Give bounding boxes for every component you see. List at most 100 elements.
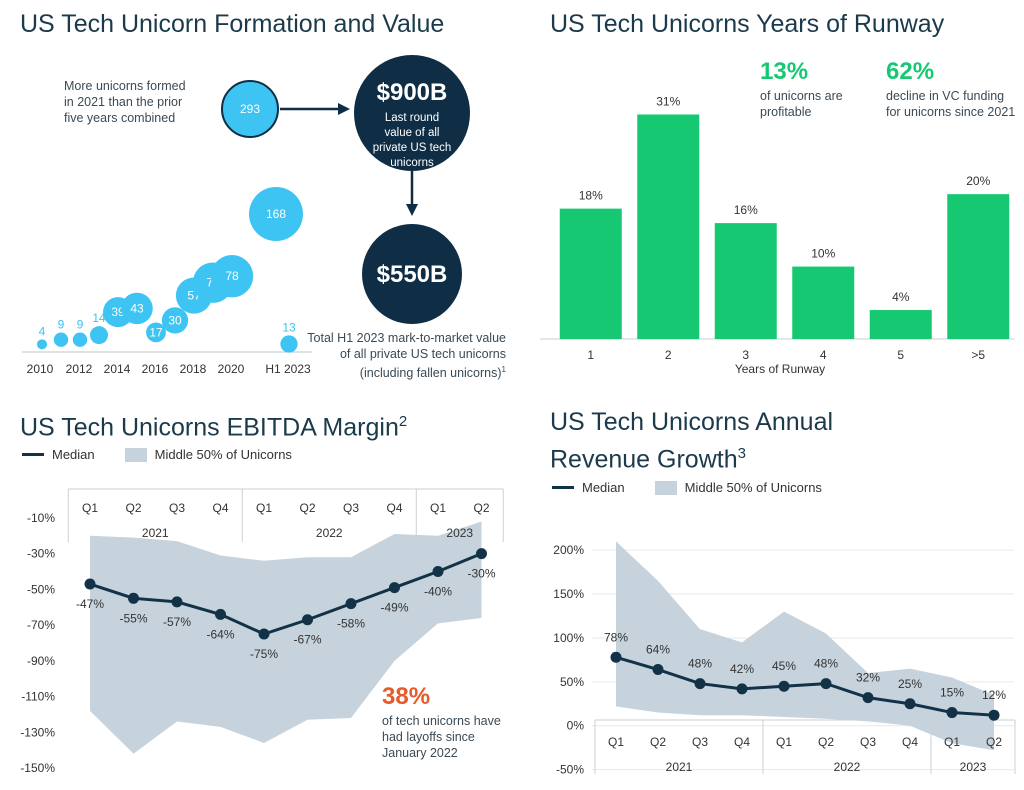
value-900-desc: Last round [385, 112, 439, 124]
y-tick-label: -10% [27, 511, 55, 525]
year-label: 2022 [834, 760, 861, 774]
bar-5 [869, 310, 932, 339]
median-point [904, 698, 916, 710]
median-point [389, 582, 400, 594]
median-point [128, 592, 139, 604]
legend-median-label: Median [582, 480, 625, 495]
ebitda-title-sup: 2 [398, 413, 408, 430]
y-tick-label: -130% [20, 725, 55, 739]
bubble-2020 [210, 255, 254, 298]
bubble-label-2013: 14 [92, 311, 106, 325]
runway-stat-profitable: 13% of unicorns are profitable [760, 58, 860, 120]
median-value-label: -58% [337, 617, 365, 631]
legend-band-label: Middle 50% of Unicorns [154, 447, 292, 462]
x-tick-label: 2020 [218, 362, 245, 376]
x-tick-label: 5 [897, 348, 904, 362]
y-tick-label: 200% [553, 543, 584, 557]
bubble-label-2010: 4 [39, 324, 46, 338]
median-point [694, 678, 706, 690]
bubble-2022 [249, 187, 303, 241]
bar-value-label: 20% [966, 174, 990, 188]
bubble-2013 [90, 326, 108, 345]
revenue-title-line1: US Tech Unicorns Annual [550, 408, 834, 436]
bubble-2011 [53, 332, 69, 347]
layoffs-text: of tech unicorns have had layoffs since … [382, 714, 501, 760]
quarter-label: Q4 [212, 501, 228, 515]
y-tick-label: -150% [20, 761, 55, 775]
y-tick-label: 50% [560, 675, 584, 689]
median-point [946, 707, 958, 719]
median-value-label: -40% [424, 585, 452, 599]
value-550-sup: 1 [501, 365, 506, 374]
median-value-label: -57% [163, 615, 191, 629]
median-point [302, 614, 313, 626]
median-value-label: 12% [982, 688, 1006, 702]
bubble-label-H1 2023: 13 [282, 320, 296, 334]
median-point [171, 596, 183, 608]
bar-4 [792, 266, 855, 339]
x-tick-label: 2010 [27, 362, 54, 376]
bar-value-label: 16% [734, 203, 758, 217]
quarter-label: Q4 [386, 501, 402, 515]
runway-stat1-value: 13% [760, 58, 809, 85]
runway-title: US Tech Unicorns Years of Runway [550, 10, 945, 38]
runway-stat2-value: 62% [886, 58, 935, 85]
quarter-label: Q3 [692, 735, 708, 749]
median-point [988, 709, 1000, 721]
layoffs-value: 38% [382, 683, 431, 710]
quarter-label: Q1 [776, 735, 792, 749]
bar-value-label: 18% [579, 189, 603, 203]
value-550-text: Total H1 2023 mark-to-market value of al… [306, 330, 506, 381]
bar->5 [947, 194, 1010, 339]
value-900-desc: unicorns [390, 157, 434, 169]
y-tick-label: -90% [27, 654, 55, 668]
median-value-label: 48% [688, 657, 712, 671]
year-label: 2023 [446, 526, 473, 540]
y-tick-label: -70% [27, 618, 55, 632]
quarter-label: Q2 [473, 501, 489, 515]
arrow-head-900 [338, 103, 350, 115]
middle-50-band [90, 521, 482, 754]
median-value-label: 32% [856, 671, 880, 685]
median-point [215, 608, 226, 620]
median-point [84, 578, 96, 590]
median-value-label: -75% [250, 647, 278, 661]
y-tick-label: -50% [27, 582, 55, 596]
bubble-label-2015: 43 [130, 301, 144, 315]
revenue-title-sup: 3 [737, 445, 746, 462]
formation-title: US Tech Unicorn Formation and Value [20, 10, 445, 38]
bar-2 [637, 114, 700, 339]
median-point [820, 678, 832, 690]
median-point [476, 548, 487, 560]
y-tick-label: 0% [567, 719, 585, 733]
value-900-circle [354, 55, 470, 171]
bubble-label-2012: 9 [77, 318, 84, 332]
median-value-label: 25% [898, 677, 922, 691]
value-900-desc: private US tech [373, 142, 452, 154]
bubble-2016 [146, 322, 166, 343]
quarter-label: Q2 [650, 735, 666, 749]
x-tick-label: 2018 [180, 362, 207, 376]
median-line [615, 655, 995, 717]
bar-3 [714, 223, 777, 339]
value-550-desc: Total H1 2023 mark-to-market value of al… [307, 331, 506, 381]
value-900-big: $900B [377, 79, 448, 106]
bubble-2012 [72, 332, 88, 347]
bubble-label-2017: 30 [168, 313, 182, 327]
median-value-label: -55% [119, 611, 147, 625]
x-tick-label: 1 [587, 348, 594, 362]
bubble-label-2020: 78 [225, 269, 239, 283]
median-value-label: 42% [730, 662, 754, 676]
quarter-label: Q2 [299, 501, 315, 515]
bubble-label-2011: 9 [58, 318, 65, 332]
bubble-label-2021: 293 [240, 102, 260, 116]
layoffs-callout: 38% of tech unicorns have had layoffs si… [382, 683, 512, 761]
x-tick-label: H1 2023 [265, 362, 311, 376]
year-label: 2021 [142, 526, 169, 540]
x-tick-label: >5 [971, 348, 985, 362]
ebitda-chart: -10% -30% -50% -70% -90% -110% -130% -150% 2021 2… [20, 488, 504, 775]
value-900-desc: value of all [385, 127, 440, 139]
quarter-label: Q2 [125, 501, 141, 515]
quarter-label: Q4 [902, 735, 918, 749]
quarter-label: Q4 [734, 735, 750, 749]
